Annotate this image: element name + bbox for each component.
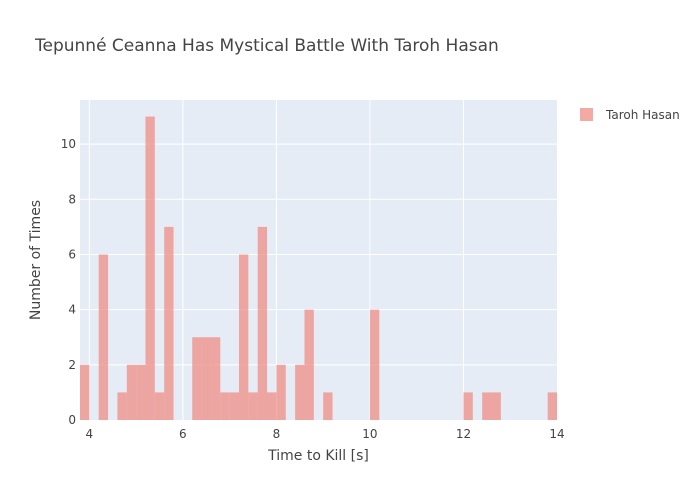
y-tick-label: 8	[68, 192, 76, 206]
x-tick-label: 6	[179, 427, 187, 441]
x-tick-label: 12	[456, 427, 471, 441]
histogram-bar[interactable]	[164, 226, 174, 420]
y-axis-title: Number of Times	[28, 200, 44, 320]
y-tick-label: 2	[68, 358, 76, 372]
gridlines	[80, 100, 557, 420]
histogram-bar[interactable]	[369, 309, 380, 420]
histogram-bar[interactable]	[201, 337, 211, 420]
histogram-bar[interactable]	[229, 392, 239, 420]
histogram-bar[interactable]	[80, 364, 90, 420]
y-tick-label: 0	[68, 413, 76, 427]
x-tick-label: 8	[273, 427, 281, 441]
x-tick-labels: 4 6 8 10 12 14	[86, 427, 565, 441]
histogram-bar[interactable]	[98, 254, 109, 420]
x-tick-label: 10	[362, 427, 377, 441]
histogram-bar[interactable]	[126, 364, 137, 420]
legend-label[interactable]: Taroh Hasan	[605, 108, 680, 122]
histogram-bar[interactable]	[192, 337, 202, 420]
y-tick-labels: 0 2 4 6 8 10	[61, 137, 76, 427]
legend-swatch[interactable]	[580, 108, 593, 121]
histogram-bar[interactable]	[295, 364, 305, 420]
histogram-bar[interactable]	[491, 392, 501, 420]
x-tick-label: 14	[549, 427, 564, 441]
histogram-bar[interactable]	[267, 392, 277, 420]
histogram-bar[interactable]	[210, 337, 221, 420]
histogram-bar[interactable]	[145, 116, 155, 420]
chart-title: Tepunné Ceanna Has Mystical Battle With …	[34, 36, 499, 56]
histogram-bar[interactable]	[239, 254, 249, 420]
histogram-bar[interactable]	[304, 309, 314, 420]
x-tick-label: 4	[86, 427, 94, 441]
histogram-bar[interactable]	[547, 392, 557, 420]
histogram-bar[interactable]	[220, 392, 230, 420]
histogram-bar[interactable]	[463, 392, 473, 420]
plot-area	[80, 100, 557, 420]
histogram-bar[interactable]	[482, 392, 492, 420]
histogram-bar[interactable]	[117, 392, 127, 420]
y-tick-label: 6	[68, 247, 76, 261]
histogram-bar[interactable]	[154, 392, 165, 420]
histogram-bar[interactable]	[276, 364, 286, 420]
y-tick-label: 4	[68, 303, 76, 317]
histogram-bar[interactable]	[257, 226, 268, 420]
y-tick-label: 10	[61, 137, 76, 151]
histogram-bar[interactable]	[136, 364, 146, 420]
x-axis-title: Time to Kill [s]	[267, 448, 369, 464]
legend[interactable]: Taroh Hasan	[580, 108, 680, 122]
histogram-bar[interactable]	[323, 392, 333, 420]
histogram-bar[interactable]	[248, 392, 258, 420]
bars	[80, 116, 557, 420]
